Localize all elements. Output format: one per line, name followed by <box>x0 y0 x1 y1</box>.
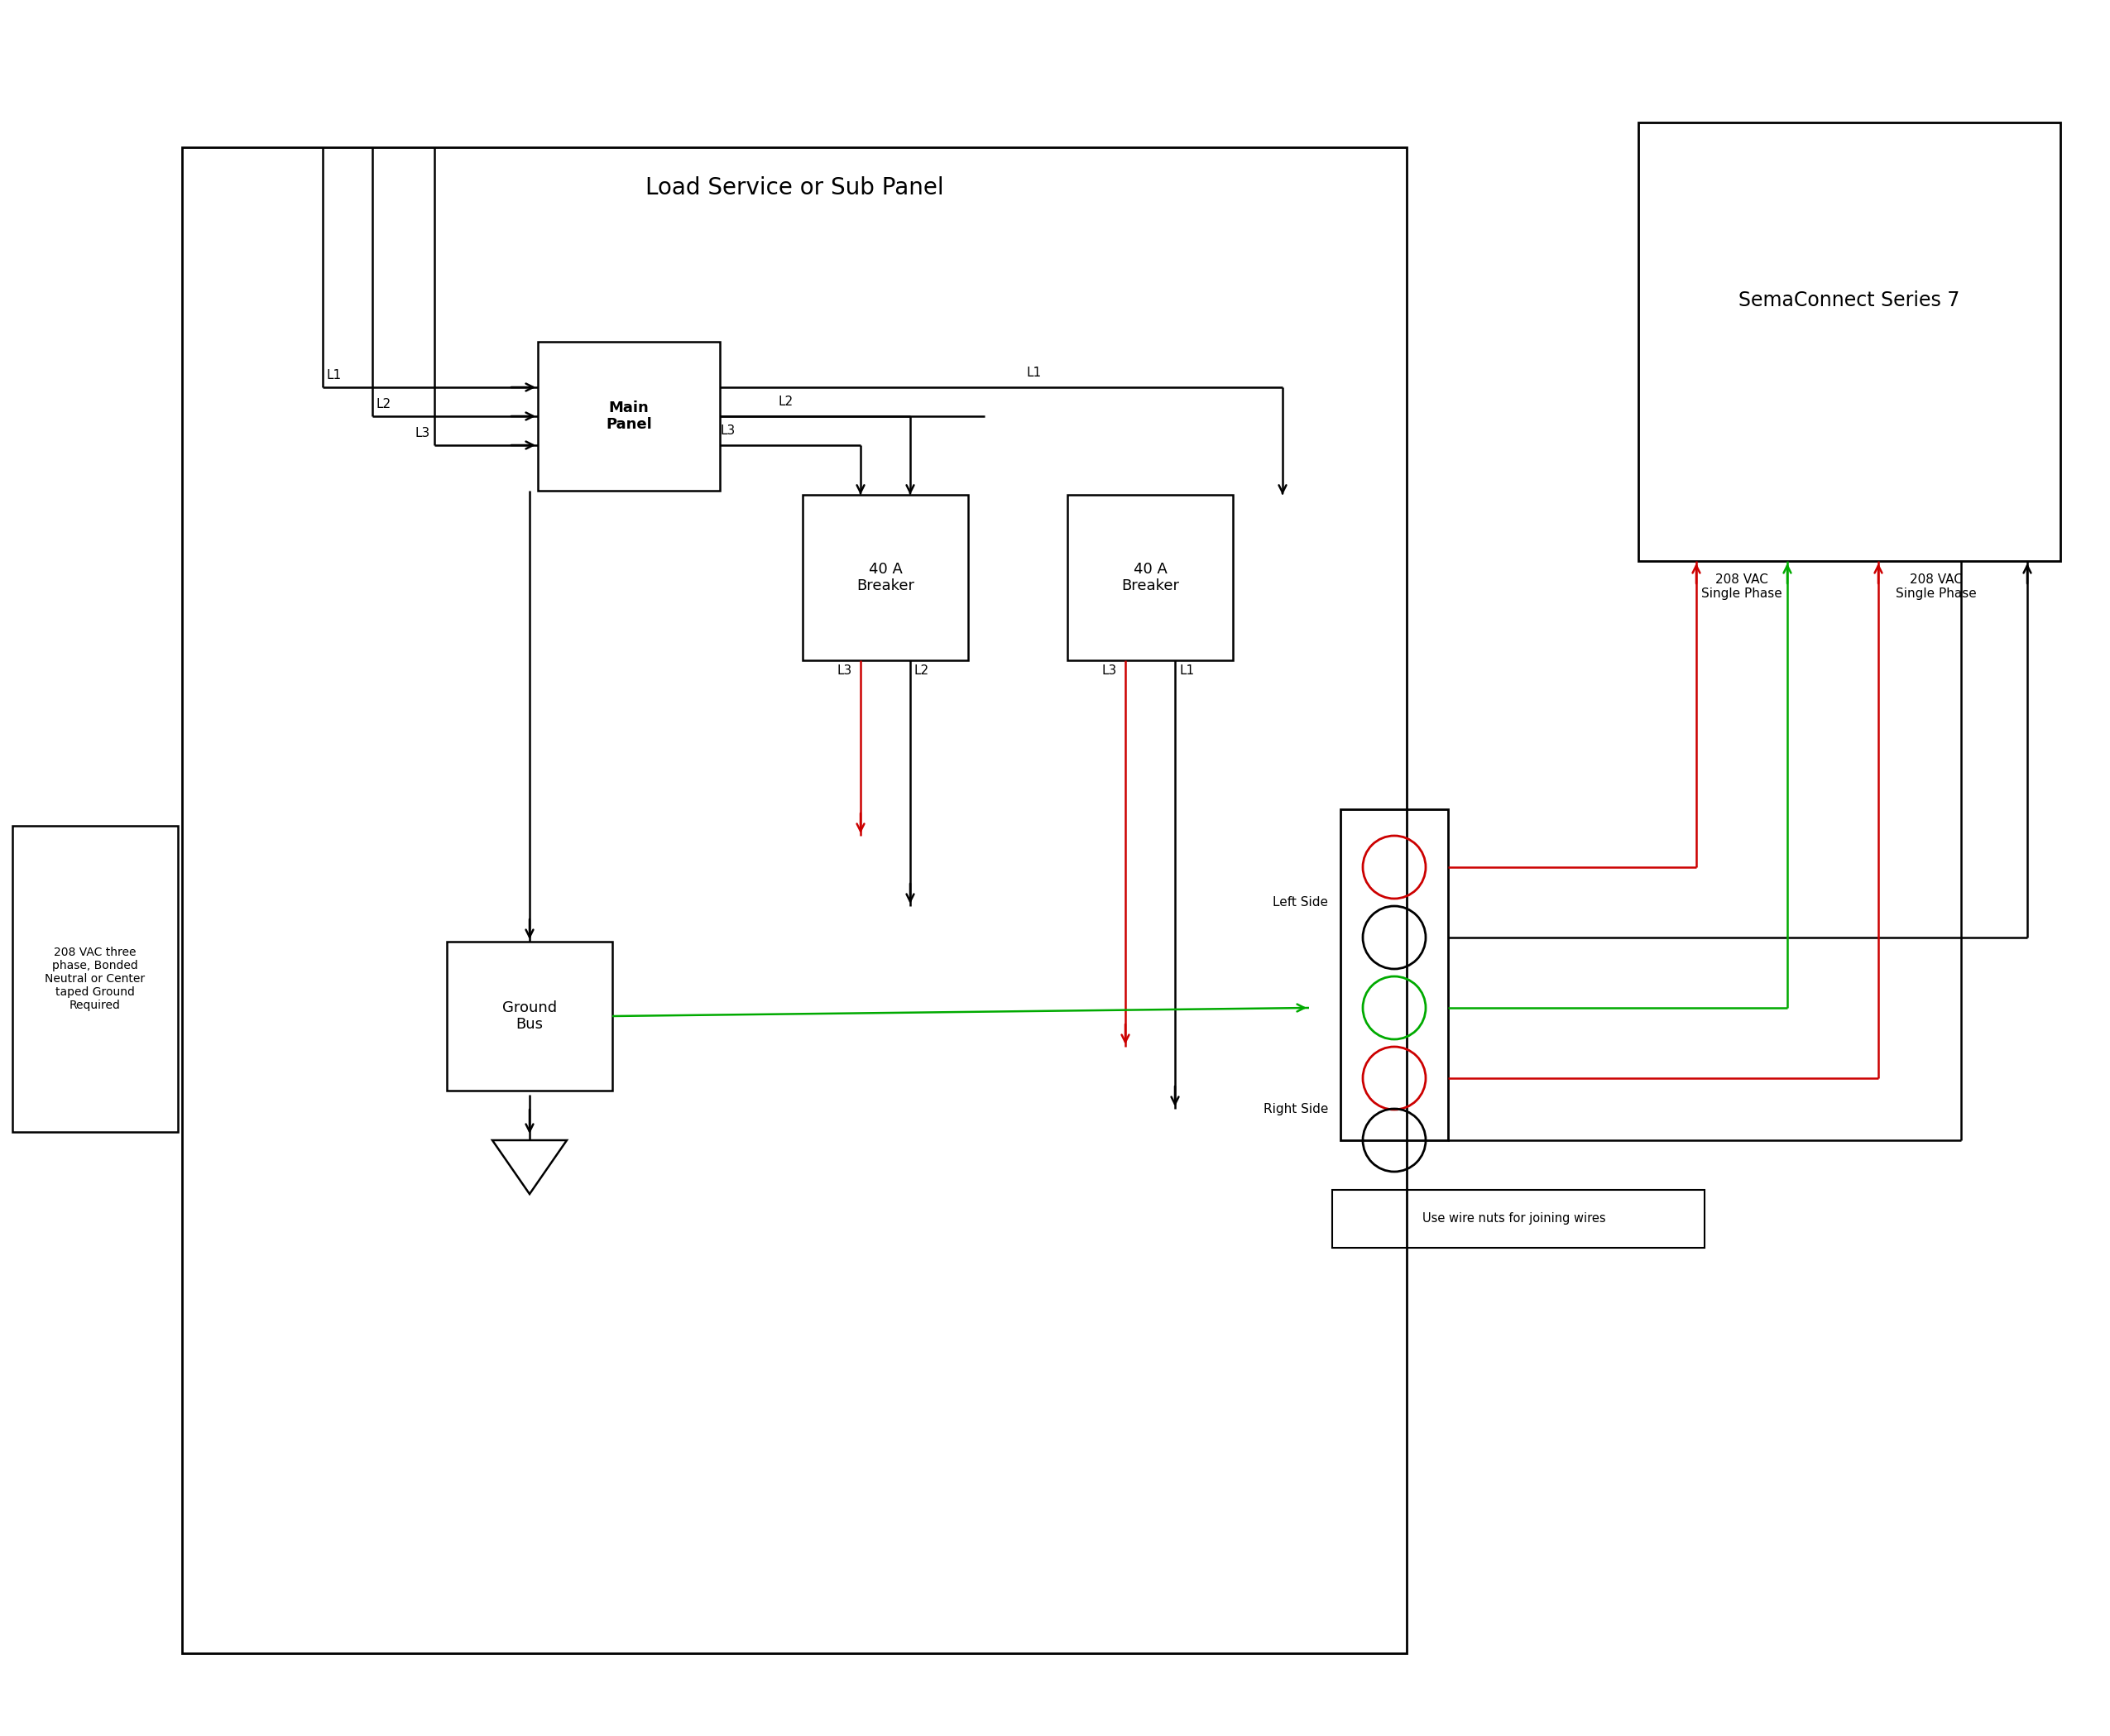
Text: 208 VAC
Single Phase: 208 VAC Single Phase <box>1895 573 1977 601</box>
Bar <box>538 342 720 491</box>
Text: Right Side: Right Side <box>1264 1102 1327 1116</box>
Text: Main
Panel: Main Panel <box>606 401 652 432</box>
Text: L1: L1 <box>1179 665 1194 677</box>
Text: L2: L2 <box>779 396 793 408</box>
Bar <box>1340 809 1447 1141</box>
Bar <box>1068 495 1232 660</box>
Text: Use wire nuts for joining wires: Use wire nuts for joining wires <box>1422 1213 1606 1226</box>
Text: L3: L3 <box>838 665 852 677</box>
Text: L1: L1 <box>1028 366 1042 378</box>
Text: SemaConnect Series 7: SemaConnect Series 7 <box>1739 290 1960 311</box>
Text: L2: L2 <box>914 665 928 677</box>
Text: L3: L3 <box>1101 665 1116 677</box>
Bar <box>447 941 612 1090</box>
Text: 208 VAC three
phase, Bonded
Neutral or Center
taped Ground
Required: 208 VAC three phase, Bonded Neutral or C… <box>44 946 146 1012</box>
Bar <box>1637 123 2059 561</box>
Text: 208 VAC
Single Phase: 208 VAC Single Phase <box>1701 573 1783 601</box>
Text: L3: L3 <box>416 427 430 439</box>
Text: 40 A
Breaker: 40 A Breaker <box>857 561 914 594</box>
Bar <box>13 826 177 1132</box>
Bar <box>181 148 1407 1653</box>
Text: 40 A
Breaker: 40 A Breaker <box>1120 561 1179 594</box>
Text: L2: L2 <box>376 398 392 410</box>
Text: Load Service or Sub Panel: Load Service or Sub Panel <box>646 177 943 200</box>
Text: L1: L1 <box>327 370 342 382</box>
Bar <box>1331 1189 1705 1248</box>
Text: Left Side: Left Side <box>1272 896 1327 908</box>
Text: Ground
Bus: Ground Bus <box>502 1000 557 1033</box>
Bar <box>802 495 968 660</box>
Text: L3: L3 <box>722 425 736 437</box>
